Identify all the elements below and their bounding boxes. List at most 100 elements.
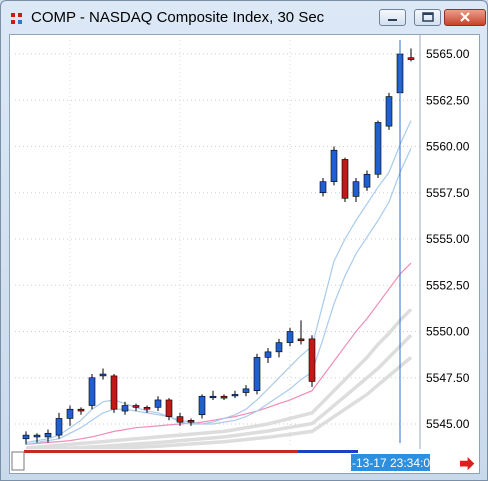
candle (198, 394, 206, 419)
candle-body (242, 388, 250, 393)
y-axis-label: 5565.00 (426, 47, 470, 61)
candle-body (176, 416, 184, 423)
candle (44, 429, 52, 443)
y-axis-label: 5545.00 (426, 417, 470, 431)
chart-app-icon (11, 13, 22, 24)
candle (220, 394, 228, 400)
chart-area[interactable]: 5565.00 5562.50 5560.00 5557.50 5555.00 5552.… (9, 34, 480, 474)
candle-body (22, 434, 30, 440)
candle-body (209, 395, 217, 399)
candle (154, 396, 162, 412)
candle-body (44, 432, 52, 438)
candle (385, 92, 393, 130)
time-scrollbar-thumb[interactable] (298, 450, 358, 453)
candle (297, 320, 305, 345)
candle (319, 177, 327, 197)
candle (187, 418, 195, 426)
candle-body (275, 342, 283, 353)
candle-body (110, 375, 118, 410)
candle (165, 398, 173, 421)
candle-body (143, 407, 151, 410)
candle-body (297, 338, 305, 342)
candle (407, 48, 415, 62)
candle-body (385, 96, 393, 127)
y-axis-label: 5560.00 (426, 140, 470, 154)
ma-gray-line (25, 333, 413, 452)
y-axis-label: 5555.00 (426, 232, 470, 246)
candle (88, 374, 96, 410)
candle-body (198, 395, 206, 416)
candle-body (352, 181, 360, 197)
candle (110, 374, 118, 413)
candle-body (66, 408, 74, 419)
candle (308, 335, 316, 387)
candle-body (341, 159, 349, 199)
candle-body (330, 149, 338, 182)
candle-body (231, 394, 239, 397)
candle (99, 368, 107, 380)
candle-body (165, 399, 173, 417)
candle-body (264, 351, 272, 358)
y-axis-label: 5550.00 (426, 325, 470, 339)
candle-body (253, 357, 261, 391)
ma-fast-line (25, 148, 412, 445)
y-axis-label: 5547.50 (426, 371, 470, 385)
restore-button[interactable] (414, 9, 441, 26)
close-button[interactable] (444, 9, 486, 26)
candle (275, 338, 283, 358)
candle (341, 157, 349, 202)
candle (330, 146, 338, 186)
y-axis-label: 5552.50 (426, 278, 470, 292)
candle (264, 348, 272, 363)
candle-body (121, 405, 129, 412)
candle-body (286, 331, 294, 343)
candle (374, 120, 382, 178)
y-axis-label: 5557.50 (426, 186, 470, 200)
candle (33, 433, 41, 443)
candle (352, 177, 360, 202)
ma-pink-line (25, 262, 412, 445)
candle-body (154, 399, 162, 408)
restore-icon (422, 12, 434, 22)
candle (363, 170, 371, 191)
candle-body (374, 122, 382, 175)
candle-body (99, 373, 107, 377)
ma-fast-line (25, 120, 412, 444)
candle-body (308, 338, 316, 382)
candle-body (363, 173, 371, 188)
time-badge (351, 454, 430, 471)
candle-body (132, 405, 140, 408)
candle (176, 412, 184, 426)
candle (121, 401, 129, 415)
candle-body (55, 418, 63, 436)
candle-body (33, 434, 41, 438)
candle (286, 327, 294, 347)
time-scrollbar-track[interactable] (24, 450, 358, 453)
y-axis-label: 5562.50 (426, 93, 470, 107)
candle-body (319, 181, 327, 194)
candle (242, 385, 250, 397)
candlestick-chart[interactable]: 5565.00 5562.50 5560.00 5557.50 5555.00 5552.… (10, 35, 479, 473)
window-title: COMP - NASDAQ Composite Index, 30 Sec (31, 9, 325, 26)
candle (77, 407, 85, 415)
candle (253, 353, 261, 395)
minimize-button[interactable] (379, 9, 406, 26)
candle (143, 405, 151, 413)
candle-body (88, 377, 96, 406)
candle (209, 390, 217, 400)
candle (132, 403, 140, 412)
candle (55, 412, 63, 439)
candle-body (187, 419, 195, 423)
crosshair-time: 1-13-17 23:34:00 (345, 456, 437, 470)
candle-body (407, 57, 415, 60)
close-icon (460, 12, 470, 22)
scroll-box[interactable] (11, 451, 25, 471)
title-bar[interactable]: COMP - NASDAQ Composite Index, 30 Sec (1, 1, 487, 35)
minimize-icon (388, 19, 397, 21)
candle-body (77, 408, 85, 412)
red-right-arrow-icon[interactable] (460, 456, 475, 471)
candle (66, 405, 74, 426)
candle-body (220, 395, 228, 399)
candle (231, 390, 239, 399)
